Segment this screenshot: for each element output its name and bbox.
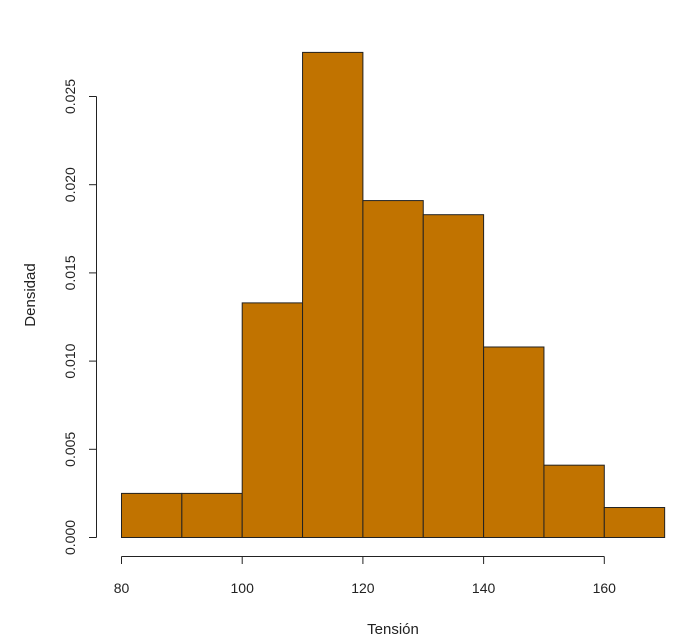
- y-tick-label: 0.015: [62, 255, 78, 290]
- x-tick-label: 140: [472, 580, 496, 596]
- histogram-bar: [362, 200, 424, 539]
- y-tick-label: 0.000: [62, 520, 78, 555]
- y-axis: 0.000 0.005 0.010 0.015 0.020 0.025: [62, 79, 97, 555]
- x-axis-label: Tensión: [367, 621, 419, 638]
- histogram-bar: [121, 492, 183, 538]
- histogram-bar: [603, 507, 666, 538]
- y-tick-label: 0.010: [62, 343, 78, 378]
- x-tick-label: 120: [351, 580, 375, 596]
- histogram-bar: [302, 51, 364, 539]
- x-tick-label: 80: [114, 580, 130, 596]
- histogram-bars: [121, 51, 666, 539]
- y-tick-label: 0.025: [62, 79, 78, 114]
- histogram-bar: [422, 214, 485, 539]
- x-axis: 80 100 120 140 160: [114, 556, 617, 596]
- x-tick-label: 100: [231, 580, 255, 596]
- histogram-bar: [241, 302, 304, 538]
- histogram-bar: [543, 464, 605, 538]
- histogram-bar: [483, 346, 545, 538]
- y-axis-label: Densidad: [22, 263, 39, 326]
- histogram-bar: [181, 492, 243, 538]
- x-tick-label: 160: [593, 580, 617, 596]
- y-tick-label: 0.020: [62, 167, 78, 202]
- y-tick-label: 0.005: [62, 432, 78, 467]
